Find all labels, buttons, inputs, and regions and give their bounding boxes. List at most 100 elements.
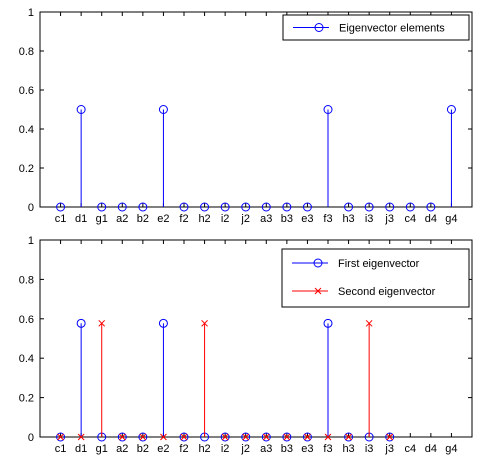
stem-marker-x <box>201 319 208 327</box>
stem-marker-circle <box>323 105 333 114</box>
stem-marker-x <box>262 433 270 441</box>
x-tick-label: e3 <box>301 213 313 225</box>
legend-label: Eigenvector elements <box>339 23 445 35</box>
x-tick-label: d1 <box>75 443 87 455</box>
subplot-1: 0 0.2 0.4 0.6 0.8 1 c1 d1 g1 a2 b2 e2 f2 h2 i2 j2 a3 b3 e3… <box>19 7 473 225</box>
x-tick-label: i3 <box>365 213 374 225</box>
stem-marker-circle <box>261 202 271 212</box>
stem-marker-x <box>386 433 394 441</box>
stem-marker-x <box>139 433 147 441</box>
legend-label: First eigenvector <box>338 258 420 270</box>
series-1 <box>56 105 456 212</box>
x-tick-label: c1 <box>55 443 67 455</box>
stem-marker-circle <box>76 105 86 114</box>
y-tick-label: 0.6 <box>19 314 34 326</box>
stem-marker-circle <box>179 432 189 442</box>
stem-marker-x <box>345 433 352 441</box>
axes-frame <box>39 11 473 208</box>
legend-marker-circle <box>313 258 323 268</box>
y-tick-label: 0.4 <box>19 353 34 365</box>
x-tick-label: b3 <box>281 213 293 225</box>
x-tick-label: c4 <box>404 213 416 225</box>
stem-marker-x <box>118 433 126 441</box>
x-tick-label: j2 <box>240 443 250 455</box>
stem-marker-circle <box>179 202 189 212</box>
y-tick-label: 0.6 <box>19 85 34 97</box>
x-tick-label: h2 <box>198 443 210 455</box>
y-tick-label: 0 <box>28 202 34 214</box>
stem-marker-circle <box>56 202 66 212</box>
stem-marker-circle <box>158 105 168 114</box>
x-tick-label: a3 <box>260 213 272 225</box>
stem-marker-circle <box>76 318 86 328</box>
stem-marker-circle <box>56 432 66 442</box>
stem-marker-circle <box>405 202 415 212</box>
stem-marker-circle <box>282 202 292 212</box>
subplot-2: 0 0.2 0.4 0.6 0.8 1 c1 d1 g1 a2 b2 e2 f2 h2 i2 j2 a3 b3 e3… <box>19 235 473 455</box>
legend: First eigenvector Second eigenvector <box>281 248 470 308</box>
legend-marker-x <box>314 287 322 295</box>
stem-marker-x <box>242 433 250 441</box>
stem-marker-circle <box>302 432 312 442</box>
x-tick-label: i2 <box>221 213 230 225</box>
stem-marker-x <box>180 433 188 441</box>
legend-marker-circle <box>314 23 324 32</box>
x-tick-label: j3 <box>384 443 394 455</box>
stem-marker-circle <box>200 202 210 212</box>
y-tick-label: 1 <box>28 7 34 19</box>
stem-marker-x <box>304 433 311 441</box>
x-tick-label: g4 <box>445 443 457 455</box>
x-tick-label: b2 <box>137 443 149 455</box>
x-tick-label: g1 <box>96 443 108 455</box>
y-tick-label: 0.4 <box>19 124 34 136</box>
x-tick-label: i3 <box>365 443 374 455</box>
x-tick-label: a3 <box>260 443 272 455</box>
x-tick-label: j2 <box>240 213 250 225</box>
x-tick-label: e3 <box>301 443 313 455</box>
y-tick-label: 0 <box>28 432 34 444</box>
stem-marker-x <box>77 433 85 441</box>
stem-marker-circle <box>97 202 107 212</box>
x-tick-label: g1 <box>96 213 108 225</box>
x-tick-label: f3 <box>323 443 332 455</box>
stem-marker-circle <box>220 432 230 442</box>
stem-marker-x <box>98 319 106 327</box>
x-tick-label: b3 <box>281 443 293 455</box>
axes-frame <box>39 239 473 438</box>
series-2 <box>57 319 394 441</box>
stem-marker-x <box>160 433 167 441</box>
y-tick-label: 0.2 <box>19 393 34 405</box>
stem-marker-x <box>221 433 229 441</box>
stem-marker-circle <box>426 202 436 212</box>
x-tick-label: f2 <box>179 213 188 225</box>
x-tick-label: d1 <box>75 213 87 225</box>
stem-marker-circle <box>241 202 251 212</box>
stem-marker-circle <box>446 105 456 114</box>
x-tick-label: j3 <box>384 213 394 225</box>
x-tick-label: i2 <box>221 443 230 455</box>
stem-marker-x <box>324 433 332 441</box>
stem-marker-circle <box>117 432 127 442</box>
stem-marker-x <box>57 433 64 441</box>
stem-marker-circle <box>158 318 168 328</box>
stem-marker-circle <box>344 202 354 212</box>
legend: Eigenvector elements <box>282 14 470 41</box>
stem-marker-circle <box>117 202 127 212</box>
y-tick-label: 0.8 <box>19 46 34 58</box>
stem-marker-circle <box>302 202 312 212</box>
stem-marker-circle <box>282 432 292 442</box>
stem-marker-circle <box>241 432 251 442</box>
y-tick-label: 1 <box>28 235 34 247</box>
stem-marker-circle <box>385 202 395 212</box>
stem-marker-x <box>283 433 291 441</box>
y-tick-label: 0.2 <box>19 163 34 175</box>
y-tick-label: 0.8 <box>19 274 34 286</box>
x-tick-label: d4 <box>425 213 437 225</box>
stem-marker-circle <box>385 432 395 442</box>
x-tick-label: c1 <box>55 213 67 225</box>
x-tick-label: a2 <box>116 443 128 455</box>
x-tick-label: f2 <box>179 443 188 455</box>
legend-label: Second eigenvector <box>338 286 436 298</box>
stem-marker-x <box>365 319 373 327</box>
